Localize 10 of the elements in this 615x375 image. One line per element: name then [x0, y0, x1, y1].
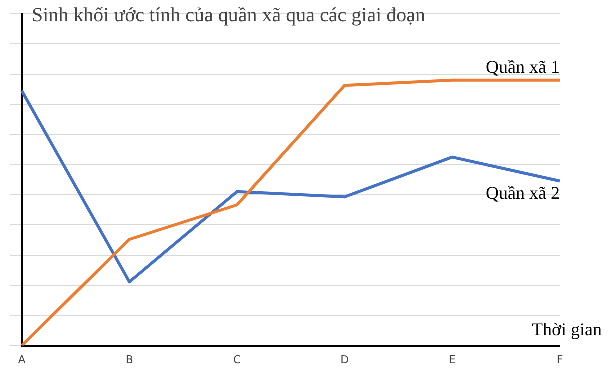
x-tick-label: C: [233, 353, 242, 366]
series-label: Quần xã 1: [486, 57, 560, 78]
x-tick-label: E: [448, 353, 456, 366]
x-tick-label: B: [126, 353, 134, 366]
x-axis-title: Thời gian: [532, 320, 602, 340]
series-label: Quần xã 2: [486, 182, 560, 203]
x-tick-label: F: [556, 353, 564, 366]
chart-title: Sinh khối ước tính của quần xã qua các giai đoạn: [32, 4, 426, 26]
x-tick-label: D: [340, 353, 350, 366]
x-tick-label: A: [18, 353, 26, 366]
